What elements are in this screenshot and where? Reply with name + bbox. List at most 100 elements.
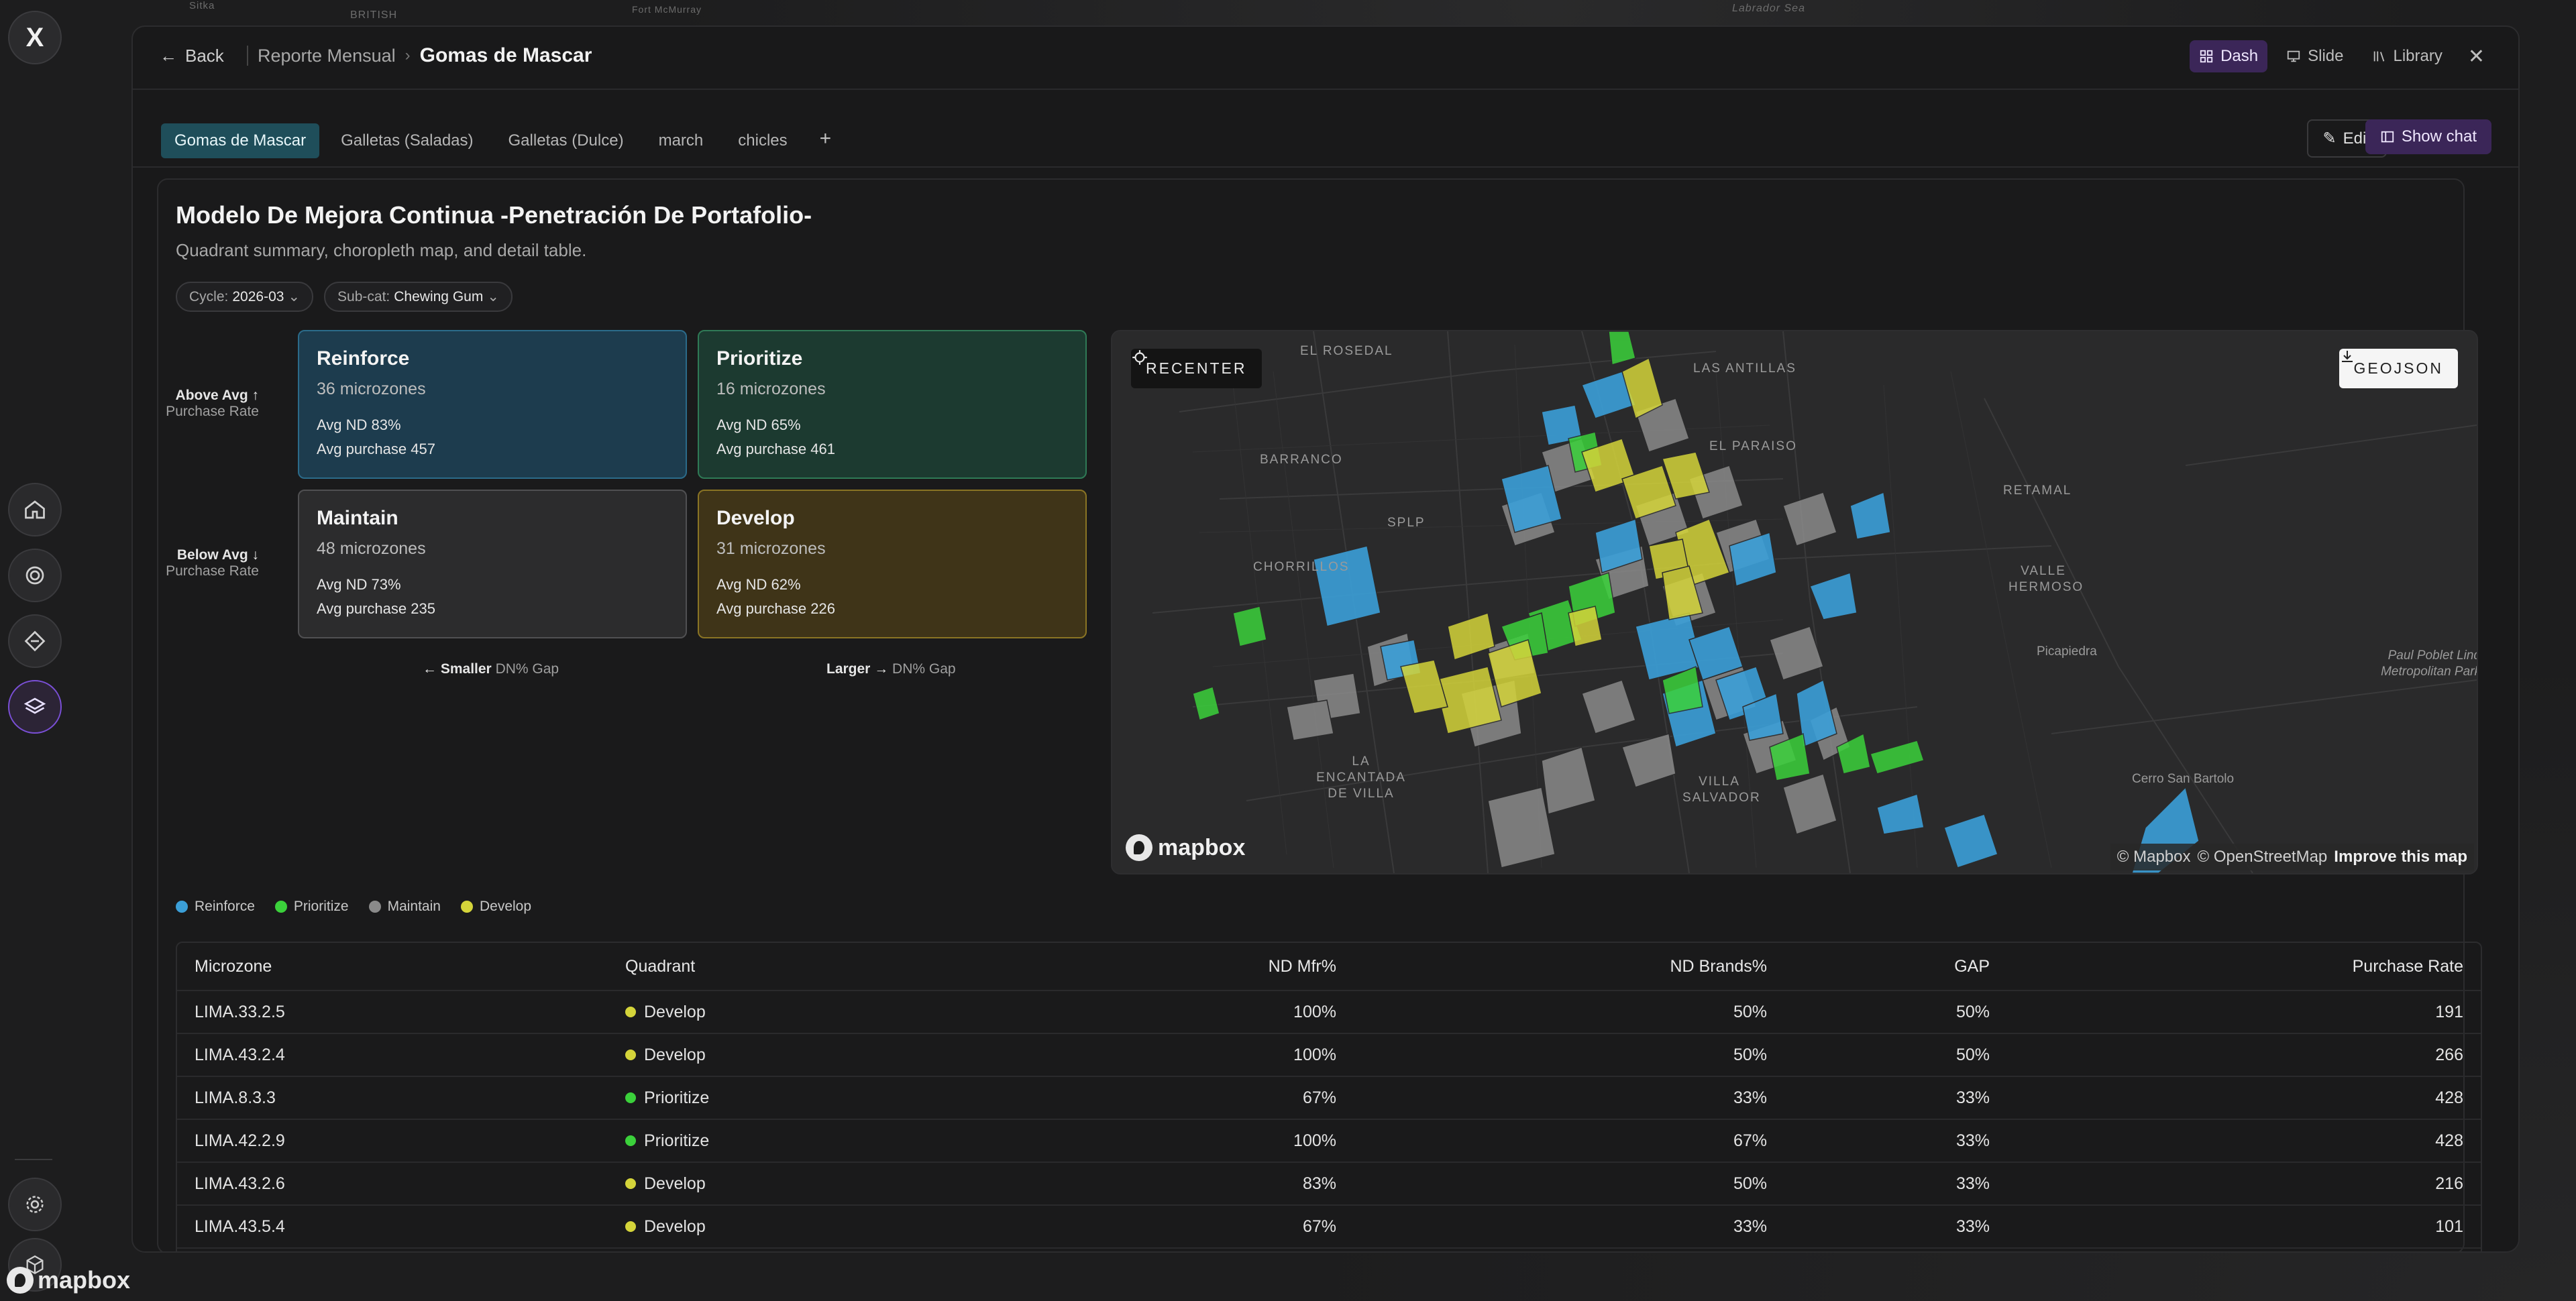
- legend-swatch: [176, 901, 188, 913]
- cell-microzone: LIMA.43.2.4: [195, 1045, 285, 1064]
- cell-quadrant-label: Prioritize: [644, 1088, 710, 1107]
- tab-galletas-saladas[interactable]: Galletas (Saladas): [341, 131, 474, 150]
- axis-purchase-rate-text: Purchase Rate: [166, 404, 259, 419]
- diamond-icon[interactable]: [8, 614, 62, 668]
- cell-nd-mfr: 67%: [1302, 1088, 1336, 1107]
- column-header-microzone[interactable]: Microzone: [195, 956, 272, 976]
- view-tab-library[interactable]: Library: [2363, 40, 2452, 72]
- close-icon[interactable]: ✕: [2467, 45, 2485, 68]
- quadrant-maintain[interactable]: Maintain 48 microzones Avg ND 73% Avg pu…: [298, 490, 687, 638]
- axis-below-text: Below Avg ↓: [176, 547, 259, 563]
- cell-purchase-rate: 101: [2435, 1217, 2463, 1236]
- table-row[interactable]: LIMA.33.2.5 Develop 100% 50% 50% 191: [177, 991, 2481, 1034]
- table-row[interactable]: LIMA.43.2.6 Develop 83% 50% 33% 216: [177, 1163, 2481, 1206]
- cell-gap: 33%: [1955, 1174, 1990, 1193]
- cell-quadrant-label: Develop: [644, 1045, 706, 1064]
- map-place-label: EL ROSEDAL: [1300, 344, 1393, 358]
- breadcrumb-parent[interactable]: Reporte Mensual: [258, 45, 396, 66]
- legend-item: Maintain: [368, 899, 441, 915]
- add-tab-button[interactable]: +: [819, 127, 832, 150]
- view-tab-slide[interactable]: Slide: [2277, 40, 2353, 72]
- monitor-icon: [2287, 50, 2300, 62]
- layers-icon[interactable]: [8, 680, 62, 734]
- tab-march[interactable]: march: [658, 131, 704, 150]
- dashboard-card: Modelo De Mejora Continua -Penetración D…: [157, 178, 2482, 1251]
- quadrant-reinforce[interactable]: Reinforce 36 microzones Avg ND 83% Avg p…: [298, 330, 687, 479]
- recenter-button[interactable]: RECENTER: [1131, 349, 1262, 388]
- map-legend: Reinforce Prioritize Maintain Develop: [176, 899, 531, 915]
- settings-icon[interactable]: [8, 1178, 62, 1231]
- column-header-nd-mfr[interactable]: ND Mfr%: [1268, 956, 1336, 976]
- quadrant-avg-purchase: Avg purchase 461: [716, 441, 835, 457]
- axis-larger-gap-label: Larger → DN% Gap: [826, 661, 956, 677]
- pencil-icon: ✎: [2322, 129, 2337, 148]
- column-header-purchase-rate[interactable]: Purchase Rate: [2352, 956, 2463, 976]
- column-header-nd-brands[interactable]: ND Brands%: [1670, 956, 1768, 976]
- library-icon: [2373, 51, 2384, 62]
- cell-gap: 50%: [1955, 1045, 1990, 1064]
- quadrant-develop[interactable]: Develop 31 microzones Avg ND 62% Avg pur…: [698, 490, 1087, 638]
- legend-swatch: [368, 901, 381, 913]
- mapbox-corner-text: mapbox: [38, 1266, 131, 1294]
- table-body: LIMA.33.2.5 Develop 100% 50% 50% 191 LIMA.43.2…: [177, 991, 2481, 1251]
- grid-icon: [2200, 50, 2213, 63]
- quadrant-dot: [625, 1221, 636, 1232]
- quadrant-dot: [625, 1007, 636, 1017]
- attribution-osm-link[interactable]: © OpenStreetMap: [2197, 848, 2328, 866]
- quadrant-count: 16 microzones: [716, 380, 826, 398]
- show-chat-label: Show chat: [2401, 127, 2477, 146]
- column-header-gap[interactable]: GAP: [1954, 956, 1990, 976]
- back-button[interactable]: ← Back: [160, 46, 224, 66]
- cell-nd-brands: 29%: [1733, 1249, 1767, 1251]
- bg-place-label: Fort McMurray: [632, 4, 702, 15]
- table-row[interactable]: LIMA.8.3.3 Prioritize 67% 33% 33% 428: [177, 1077, 2481, 1120]
- geojson-download-button[interactable]: GEOJSON: [2339, 349, 2458, 388]
- choropleth-map[interactable]: EL ROSEDAL LAS ANTILLAS BARRANCO EL PARA…: [1111, 330, 2478, 874]
- column-header-quadrant[interactable]: Quadrant: [625, 956, 696, 976]
- bg-place-label: Labrador Sea: [1732, 3, 1805, 14]
- quadrant-count: 48 microzones: [317, 539, 426, 558]
- view-tab-dash[interactable]: Dash: [2190, 40, 2268, 72]
- table-row[interactable]: LIMA.43.5.4 Develop 67% 33% 33% 101: [177, 1206, 2481, 1249]
- cell-purchase-rate: 428: [2435, 1131, 2463, 1150]
- rail-divider: [15, 1159, 52, 1160]
- cell-quadrant-label: Develop: [644, 1174, 706, 1193]
- cell-microzone: LIMA.43.2.6: [195, 1174, 285, 1193]
- quadrant-prioritize[interactable]: Prioritize 16 microzones Avg ND 65% Avg …: [698, 330, 1087, 479]
- improve-map-link[interactable]: Improve this map: [2334, 848, 2467, 866]
- target-icon[interactable]: [8, 549, 62, 602]
- map-place-label: Picapiedra: [2037, 644, 2097, 659]
- table-header-row: Microzone Quadrant ND Mfr% ND Brands% GA…: [177, 943, 2481, 991]
- table-row[interactable]: LIMA.33.6.6 Prioritize 57% 29% 29% 480: [177, 1249, 2481, 1251]
- cell-nd-brands: 50%: [1733, 1002, 1767, 1021]
- home-icon[interactable]: [8, 483, 62, 536]
- tab-chicles[interactable]: chicles: [738, 131, 788, 150]
- cell-nd-mfr: 57%: [1303, 1249, 1336, 1251]
- mapbox-logo: mapbox: [1126, 834, 1245, 861]
- quadrant-dot: [625, 1050, 636, 1060]
- map-place-label: SPLP: [1387, 516, 1426, 530]
- show-chat-button[interactable]: Show chat: [2365, 119, 2491, 154]
- table-row[interactable]: LIMA.42.2.9 Prioritize 100% 67% 33% 428: [177, 1120, 2481, 1163]
- filter-value: 2026-03: [232, 288, 284, 304]
- attribution-mapbox-link[interactable]: © Mapbox: [2116, 848, 2191, 866]
- axis-gap-text: DN% Gap: [892, 661, 956, 677]
- map-place-label: LAS ANTILLAS: [1693, 361, 1796, 376]
- cycle-filter[interactable]: Cycle: 2026-03 ⌄: [176, 282, 314, 312]
- cell-nd-brands: 67%: [1733, 1131, 1767, 1150]
- axis-smaller-gap-label: ← Smaller DN% Gap: [423, 661, 559, 677]
- subcat-filter[interactable]: Sub-cat: Chewing Gum ⌄: [324, 282, 513, 312]
- filter-value: Chewing Gum: [394, 288, 484, 304]
- tab-galletas-dulce[interactable]: Galletas (Dulce): [508, 131, 624, 150]
- app-logo[interactable]: X: [8, 11, 62, 64]
- detail-table: Microzone Quadrant ND Mfr% ND Brands% GA…: [176, 942, 2482, 1251]
- cell-nd-mfr: 83%: [1302, 1174, 1336, 1193]
- cell-quadrant: Prioritize: [625, 1077, 709, 1119]
- quadrant-dot: [625, 1178, 636, 1189]
- card-subtitle: Quadrant summary, choropleth map, and de…: [176, 240, 587, 260]
- edit-button[interactable]: ✎ Edit: [2306, 119, 2387, 158]
- table-row[interactable]: LIMA.43.2.4 Develop 100% 50% 50% 266: [177, 1034, 2481, 1077]
- tab-gomas-de-mascar[interactable]: Gomas de Mascar: [161, 123, 320, 158]
- cell-quadrant: Prioritize: [625, 1249, 709, 1251]
- cell-purchase-rate: 266: [2435, 1045, 2463, 1064]
